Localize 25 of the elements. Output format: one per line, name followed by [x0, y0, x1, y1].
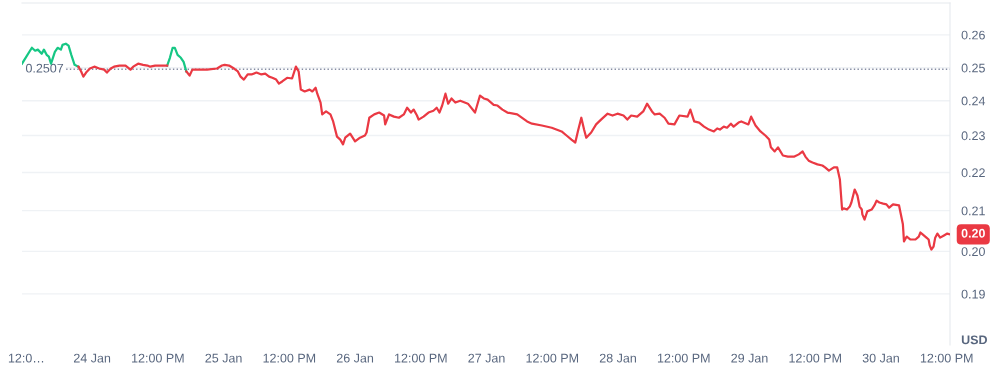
- y-tick-label: 0.26: [961, 30, 985, 40]
- y-tick-label: 0.24: [961, 96, 986, 106]
- x-tick-label: 26 Jan: [336, 353, 374, 363]
- y-axis-title: USD: [961, 335, 987, 345]
- x-tick-label: 29 Jan: [731, 353, 768, 363]
- y-tick-label: 0.23: [961, 131, 985, 141]
- x-tick-label: 12:00 PM: [132, 353, 184, 363]
- x-tick-label: 12:00 PM: [657, 353, 710, 363]
- x-tick-label: 25 Jan: [205, 353, 242, 363]
- x-tick-label: 28 Jan: [599, 353, 636, 363]
- y-tick-label: 0.19: [961, 289, 985, 299]
- x-tick-label: 24 Jan: [73, 353, 111, 363]
- x-tick-label: 12:0…: [8, 353, 44, 363]
- y-tick-label: 0.25: [961, 63, 985, 73]
- y-tick-label: 0.21: [961, 206, 985, 216]
- x-tick-label: 27 Jan: [468, 353, 505, 363]
- x-tick-label: 12:00 PM: [395, 353, 447, 363]
- x-tick-label: 12:00 PM: [263, 353, 316, 363]
- ref-line-label: 0.2507: [25, 63, 64, 73]
- x-tick-label: 30 Jan: [862, 353, 899, 363]
- x-tick-label: 12:00 PM: [789, 353, 841, 363]
- y-tick-label: 0.22: [961, 168, 985, 178]
- x-tick-label: 12:00 PM: [526, 353, 579, 363]
- x-tick-label: 12:00 PM: [920, 353, 973, 363]
- y-tick-label: 0.20: [961, 247, 985, 257]
